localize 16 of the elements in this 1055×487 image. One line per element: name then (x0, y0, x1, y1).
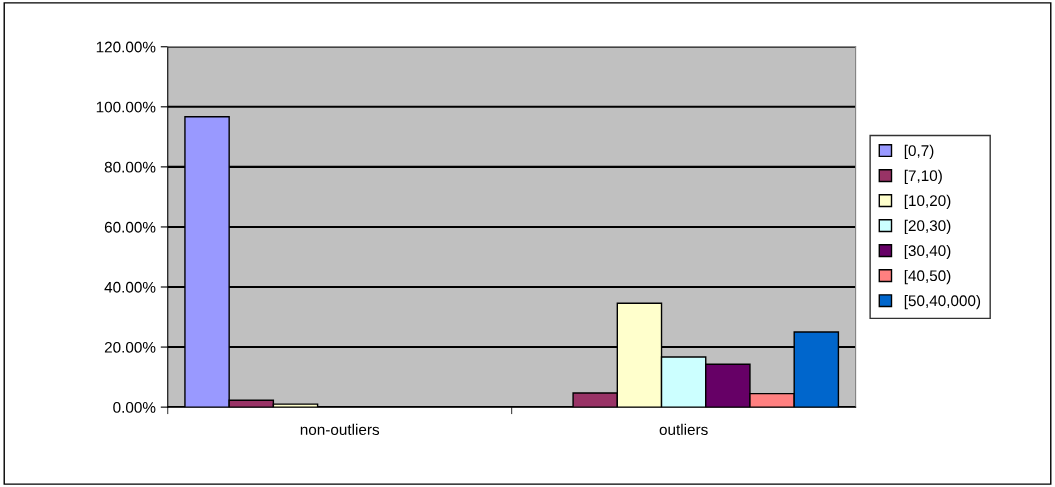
y-tick-label: 40.00% (104, 281, 156, 293)
legend-label: [0,7) (904, 144, 934, 160)
x-tick-label: outliers (659, 423, 708, 436)
y-tick-label: 60.00% (104, 221, 156, 233)
legend-label: [10,20) (904, 194, 951, 210)
x-tick-label: non-outliers (300, 423, 380, 436)
legend-label: [20,30) (904, 219, 951, 235)
y-tick-label: 20.00% (104, 341, 156, 353)
y-tick-label: 100.00% (96, 101, 156, 113)
y-tick-label: 0.00% (113, 402, 156, 413)
legend-label: [30,40) (904, 244, 951, 260)
y-tick-label: 120.00% (96, 41, 156, 53)
y-tick-label: 80.00% (104, 161, 156, 173)
legend-label: [7,10) (904, 169, 942, 185)
legend-label: [40,50) (904, 269, 951, 285)
legend-label: [50,40,000) (904, 294, 981, 310)
